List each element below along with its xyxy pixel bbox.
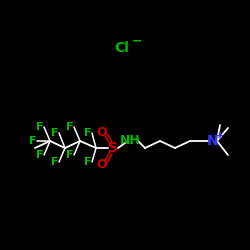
Text: O: O — [97, 158, 107, 172]
Text: F: F — [51, 128, 59, 138]
Text: N: N — [207, 134, 219, 148]
Text: F: F — [29, 136, 37, 146]
Text: NH: NH — [120, 134, 141, 147]
Text: F: F — [84, 157, 92, 167]
Text: F: F — [51, 157, 59, 167]
Text: F: F — [66, 122, 74, 132]
Text: +: + — [216, 131, 224, 141]
Text: O: O — [97, 126, 107, 138]
Text: F: F — [66, 150, 74, 160]
Text: −: − — [132, 34, 142, 48]
Text: F: F — [84, 128, 92, 138]
Text: F: F — [36, 122, 44, 132]
Text: Cl: Cl — [114, 41, 130, 55]
Text: S: S — [108, 141, 118, 155]
Text: F: F — [36, 150, 44, 160]
